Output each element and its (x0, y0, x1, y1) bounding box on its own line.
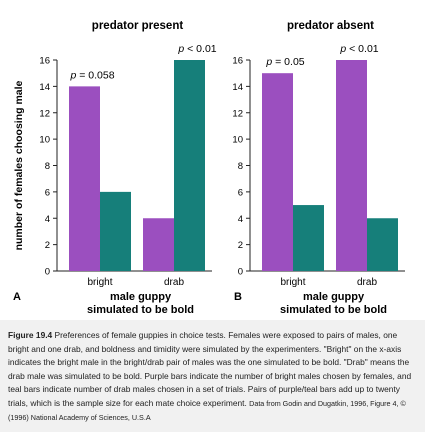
panel-B-x-axis-label-line2: simulated to be bold (280, 304, 387, 316)
p-value-annotation: p < 0.01 (177, 43, 216, 55)
caption-credit: Data from Godin and Dugatkin, 1996, Figu… (8, 398, 406, 422)
y-tick-label: 16 (232, 56, 243, 67)
bar-A-bright-1 (100, 191, 131, 271)
bar-B-drab-1 (367, 218, 398, 271)
x-category-label: bright (87, 277, 112, 288)
bar-B-bright-0 (262, 73, 293, 271)
panel-A-label: A (13, 291, 21, 303)
caption-label: Figure 19.4 (8, 330, 53, 340)
y-axis-label: number of females choosing male (13, 80, 25, 250)
p-value-annotation: p = 0.05 (265, 56, 304, 68)
x-category-label: drab (357, 277, 377, 288)
p-value-annotation: p = 0.058 (69, 69, 114, 81)
caption-text: Preferences of female guppies in choice … (8, 330, 412, 408)
y-tick-label: 12 (39, 108, 50, 119)
y-tick-label: 16 (39, 56, 50, 67)
y-tick-label: 10 (232, 135, 243, 146)
panel-A-x-axis-label-line2: simulated to be bold (87, 304, 194, 316)
bar-B-bright-1 (293, 205, 324, 271)
panel-B-label: B (234, 291, 242, 303)
panel-A-x-axis-label-line1: male guppy (110, 291, 172, 303)
panel-B-x-axis-label-line1: male guppy (303, 291, 365, 303)
y-tick-label: 14 (232, 82, 243, 93)
panel-A-title: predator present (92, 20, 184, 32)
p-value-annotation: p < 0.01 (339, 43, 378, 55)
y-tick-label: 6 (238, 187, 243, 198)
bar-A-bright-0 (69, 86, 100, 271)
bar-B-drab-0 (336, 60, 367, 271)
bar-A-drab-1 (174, 60, 205, 271)
x-category-label: bright (280, 277, 305, 288)
y-tick-label: 12 (232, 108, 243, 119)
y-tick-label: 4 (238, 214, 243, 225)
y-tick-label: 2 (238, 240, 243, 251)
figure-caption: Figure 19.4 Preferences of female guppie… (0, 320, 425, 432)
y-tick-label: 10 (39, 135, 50, 146)
y-tick-label: 8 (45, 161, 50, 172)
y-tick-label: 6 (45, 187, 50, 198)
bar-A-drab-0 (143, 218, 174, 271)
y-tick-label: 2 (45, 240, 50, 251)
y-tick-label: 4 (45, 214, 50, 225)
y-tick-label: 14 (39, 82, 50, 93)
panel-B-title: predator absent (287, 20, 374, 32)
y-tick-label: 0 (238, 267, 243, 278)
y-tick-label: 8 (238, 161, 243, 172)
y-tick-label: 0 (45, 267, 50, 278)
x-category-label: drab (164, 277, 184, 288)
bar-charts: predator present 0 2 4 6 8 10 12 14 16 bright p = 0… (13, 20, 405, 316)
